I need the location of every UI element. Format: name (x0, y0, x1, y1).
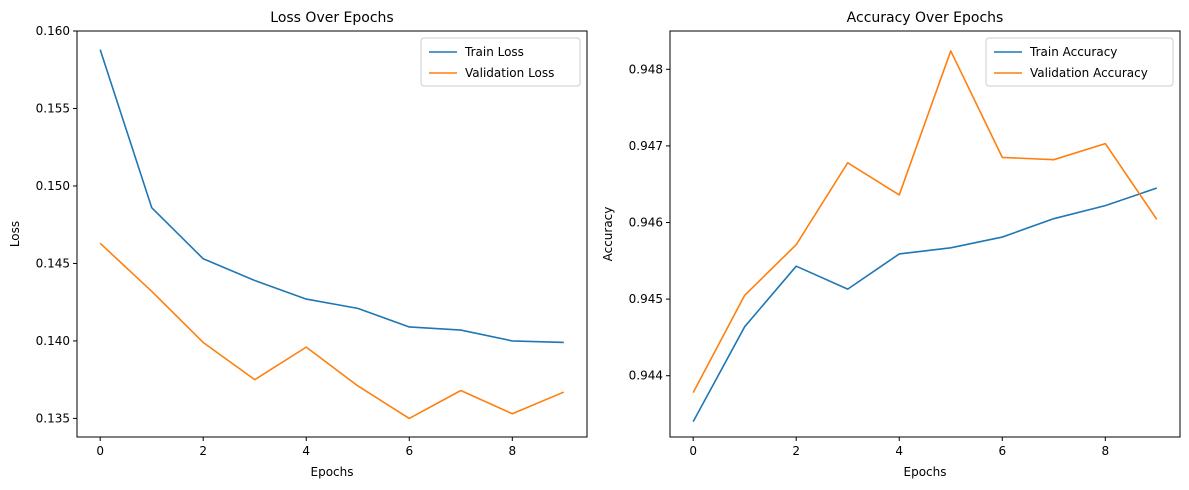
y-tick-label: 0.944 (629, 369, 663, 383)
y-tick-label: 0.160 (36, 24, 70, 38)
chart-panel-1: Accuracy Over Epochs 0 2 4 6 8 0.944 0.945 0.946… (601, 10, 1181, 479)
legend-label: Validation Accuracy (1030, 66, 1148, 80)
y-tick-label: 0.946 (629, 216, 663, 230)
y-axis-label: Loss (8, 221, 22, 247)
x-tick-label: 2 (792, 444, 800, 458)
series-line-validation-accuracy (692, 50, 1158, 393)
plot-frame (76, 30, 588, 438)
chart-panel-0: Loss Over Epochs 0 2 4 6 8 0.135 0.140 0.145 0.15… (8, 10, 588, 479)
y-tick-label: 0.155 (36, 101, 70, 115)
chart-title: Accuracy Over Epochs (847, 10, 1004, 26)
y-tick-label: 0.947 (629, 139, 663, 153)
legend-box (985, 37, 1174, 87)
series-line-train-loss (99, 49, 564, 344)
x-tick-label: 4 (895, 444, 903, 458)
y-tick-label: 0.135 (36, 411, 70, 425)
series-line-train-accuracy (692, 187, 1158, 423)
legend-label: Train Accuracy (1029, 45, 1117, 59)
series-line-validation-loss (99, 242, 565, 420)
legend: Train Loss Validation Loss (420, 37, 581, 87)
y-axis-label: Accuracy (601, 207, 615, 262)
y-tick-label: 0.140 (36, 334, 70, 348)
x-tick-label: 6 (998, 444, 1006, 458)
x-axis-label: Epochs (904, 465, 947, 479)
x-tick-label: 0 (96, 444, 104, 458)
y-tick-label: 0.945 (629, 292, 663, 306)
legend-label: Validation Loss (465, 66, 554, 80)
y-tick-label: 0.145 (36, 256, 70, 270)
y-tick-label: 0.948 (629, 62, 663, 76)
chart-title: Loss Over Epochs (270, 10, 393, 26)
x-tick-label: 8 (1101, 444, 1109, 458)
x-tick-label: 4 (302, 444, 310, 458)
x-tick-label: 0 (689, 444, 697, 458)
x-axis-label: Epochs (311, 465, 354, 479)
legend-label: Train Loss (464, 45, 524, 59)
legend: Train Accuracy Validation Accuracy (985, 37, 1174, 87)
x-tick-label: 8 (508, 444, 516, 458)
legend-box (420, 37, 581, 87)
x-tick-label: 6 (405, 444, 413, 458)
y-tick-label: 0.150 (36, 179, 70, 193)
plot-frame (669, 30, 1181, 438)
x-tick-label: 2 (199, 444, 207, 458)
